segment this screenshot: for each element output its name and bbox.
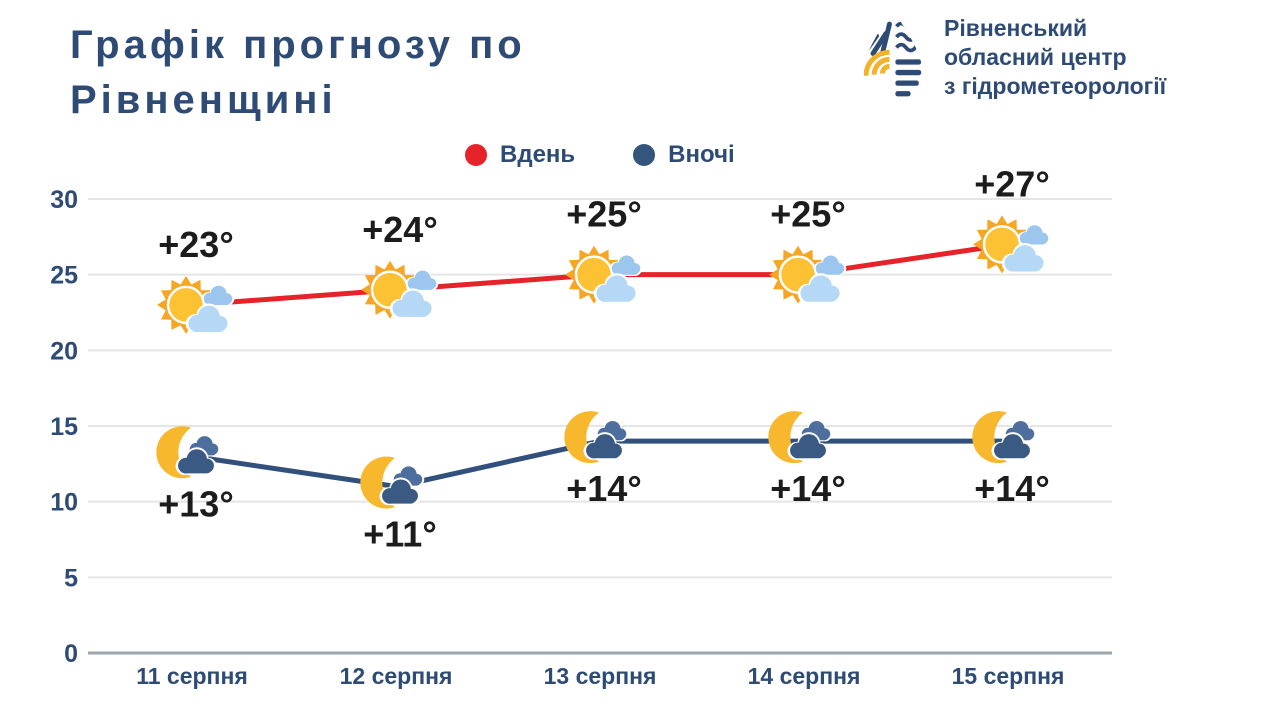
cloud-icon: [991, 432, 1033, 460]
cloud-icon: [1001, 242, 1047, 273]
temperature-label: +25°: [566, 194, 641, 235]
temperature-label: +14°: [770, 468, 845, 509]
org-name-line: Рівненський: [944, 14, 1088, 41]
cloud-icon: [201, 284, 235, 307]
cloud-icon: [175, 447, 217, 475]
org-name-line: обласний центр: [944, 43, 1127, 70]
x-tick-label: 15 серпня: [952, 663, 1065, 689]
cloud-icon: [389, 288, 435, 319]
cloud-icon: [379, 477, 421, 506]
y-tick-label: 0: [64, 640, 78, 668]
legend-item-night: Вночі: [633, 141, 735, 169]
temperature-label: +13°: [158, 483, 233, 524]
y-tick-label: 20: [50, 337, 78, 365]
sun-cloud-icon: [769, 245, 847, 304]
moon-cloud-icon: [360, 456, 425, 509]
cloud-icon: [609, 253, 643, 276]
y-tick-label: 5: [64, 564, 78, 592]
legend-item-day: Вдень: [465, 141, 575, 169]
page-title: Графік прогнозу по Рівненщині: [70, 23, 526, 122]
x-tick-label: 14 серпня: [748, 663, 861, 689]
x-tick-label: 11 серпня: [136, 663, 248, 689]
cloud-icon: [583, 432, 625, 460]
temperature-label: +25°: [770, 194, 845, 235]
moon-cloud-icon: [972, 411, 1037, 464]
temperature-label: +23°: [158, 224, 233, 265]
temperature-label: +11°: [363, 514, 436, 555]
x-tick-label: 12 серпня: [340, 663, 453, 689]
y-tick-label: 30: [50, 186, 78, 214]
y-tick-label: 15: [50, 413, 78, 441]
cloud-icon: [185, 303, 231, 334]
org-logo: Рівненський обласний центр з гідрометеор…: [856, 10, 1166, 104]
moon-cloud-icon: [156, 426, 221, 479]
cloud-icon: [813, 253, 847, 276]
moon-cloud-icon: [768, 411, 833, 464]
sun-cloud-icon: [973, 215, 1051, 274]
sun-cloud-icon: [565, 245, 643, 304]
day-series-dot-icon: [465, 144, 487, 166]
night-series-dot-icon: [633, 144, 656, 166]
cloud-icon: [1017, 223, 1051, 246]
x-tick-label: 13 серпня: [544, 663, 657, 689]
cloud-icon: [593, 273, 639, 304]
moon-cloud-icon: [564, 411, 629, 464]
temperature-label: +24°: [362, 209, 437, 250]
cloud-icon: [797, 273, 843, 304]
chart-legend: Вдень Вночі: [465, 141, 735, 169]
cloud-icon: [787, 432, 829, 460]
legend-night-label: Вночі: [668, 141, 735, 168]
temperature-label: +14°: [974, 468, 1049, 509]
y-tick-label: 10: [50, 489, 78, 517]
legend-day-label: Вдень: [500, 141, 576, 168]
temperature-label: +14°: [566, 468, 641, 509]
cloud-icon: [405, 269, 439, 291]
raindrop-logo-icon: [863, 11, 923, 102]
temperature-label: +27°: [974, 170, 1049, 204]
sun-cloud-icon: [361, 260, 439, 319]
org-name: Рівненський обласний центр з гідрометеор…: [944, 14, 1166, 101]
y-tick-label: 25: [50, 262, 78, 290]
forecast-chart: 0 5 10 15 20 25 30 11 серпня 12 серпня 13 серпня 1…: [50, 170, 1112, 689]
org-name-line: з гідрометеорології: [944, 72, 1167, 99]
sun-cloud-icon: [157, 275, 235, 334]
